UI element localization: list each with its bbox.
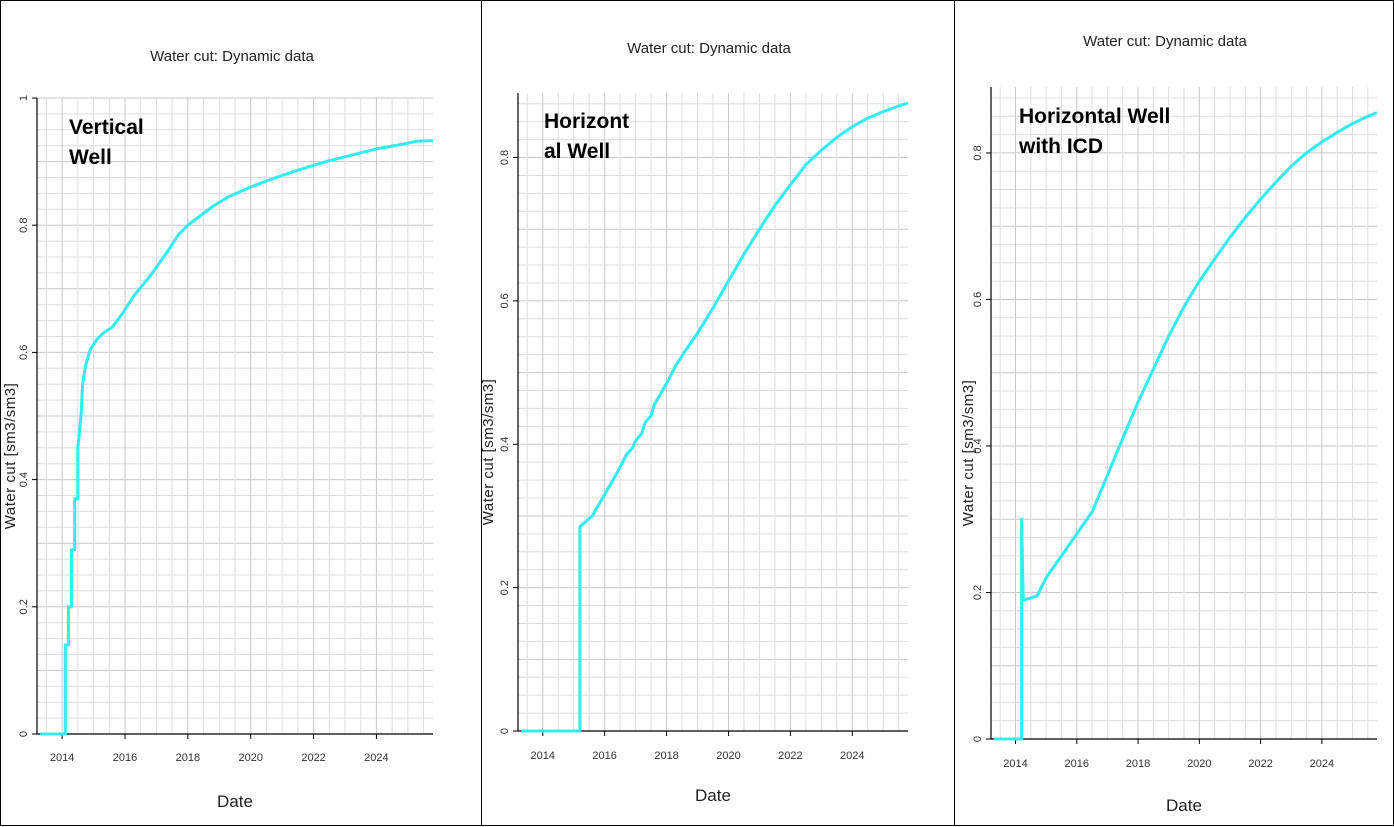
x-tick-label: 2018 — [1126, 758, 1150, 770]
annotation-label: Horizont al Well — [544, 107, 629, 167]
chart-title: Water cut: Dynamic data — [627, 40, 791, 57]
chart-title: Water cut: Dynamic data — [150, 48, 314, 65]
annotation-line-2: al Well — [544, 140, 611, 163]
annotation-line-2: Well — [69, 146, 112, 169]
y-axis-label: Water cut [sm3/sm3] — [960, 380, 977, 526]
chart-svg: Water cut: Dynamic data 2014 2016 2018 2020 2… — [2, 48, 434, 811]
x-tick-label: 2024 — [1310, 758, 1334, 770]
series-line — [521, 101, 909, 733]
annotation-label: Horizontal Well with ICD — [1019, 102, 1170, 162]
y-tick-label: 0.6 — [972, 292, 984, 307]
chart-panel-vertical-well: Water cut: Dynamic data 2014 2016 2018 2020 2… — [0, 0, 482, 826]
x-tick-label: 2018 — [176, 752, 200, 764]
y-tick-label: 0.2 — [499, 580, 511, 595]
series-line — [994, 111, 1378, 741]
y-tick-label: 0 — [972, 736, 984, 742]
y-tick-label: 0.8 — [18, 218, 30, 233]
x-tick-label: 2022 — [301, 752, 325, 764]
x-tick-label: 2022 — [778, 750, 802, 762]
x-tick-label: 2024 — [840, 750, 864, 762]
y-tick-label: 1 — [18, 95, 30, 101]
annotation-line-1: Horizontal Well — [1019, 105, 1171, 128]
series-line — [40, 139, 434, 736]
y-tick-label: 0.4 — [499, 437, 511, 452]
annotation-label: Vertical Well — [69, 113, 144, 173]
x-tick-label: 2016 — [1065, 758, 1089, 770]
x-tick-label: 2014 — [50, 752, 74, 764]
grid — [991, 87, 1377, 740]
chart-svg: Water cut: Dynamic data 2014 2016 2018 2020 2… — [960, 33, 1378, 815]
y-tick-label: 0.2 — [18, 599, 30, 614]
x-tick-label: 2022 — [1248, 758, 1272, 770]
x-tick-label: 2016 — [113, 752, 137, 764]
y-tick-label: 0.8 — [499, 150, 511, 165]
x-axis-label: Date — [1166, 796, 1202, 815]
x-axis-label: Date — [217, 792, 253, 811]
x-tick-label: 2020 — [238, 752, 262, 764]
y-tick-label: 0 — [499, 728, 511, 734]
y-tick-label: 0.4 — [972, 438, 984, 453]
annotation-line-2: with ICD — [1019, 135, 1103, 158]
y-tick-label: 0.4 — [18, 472, 30, 487]
y-tick-label: 0.6 — [18, 345, 30, 360]
y-tick-label: 0.2 — [972, 585, 984, 600]
annotation-line-1: Vertical — [69, 116, 144, 139]
y-axis-label: Water cut [sm3/sm3] — [482, 379, 497, 525]
x-tick-label: 2020 — [716, 750, 740, 762]
x-tick-label: 2020 — [1187, 758, 1211, 770]
x-axis-label: Date — [695, 786, 731, 805]
grid — [37, 97, 433, 735]
chart-title: Water cut: Dynamic data — [1083, 33, 1247, 50]
x-tick-label: 2024 — [364, 752, 388, 764]
chart-panel-horizontal-well-icd: Water cut: Dynamic data 2014 2016 2018 2020 2… — [954, 0, 1394, 826]
chart-svg: Water cut: Dynamic data 2014 2016 2018 2020 2… — [482, 40, 909, 805]
annotation-line-1: Horizont — [544, 110, 630, 133]
y-tick-label: 0.6 — [499, 293, 511, 308]
y-tick-label: 0 — [18, 731, 30, 737]
x-tick-label: 2018 — [654, 750, 678, 762]
y-tick-label: 0.8 — [972, 145, 984, 160]
y-axis-label: Water cut [sm3/sm3] — [2, 383, 19, 529]
x-tick-label: 2014 — [531, 750, 555, 762]
grid — [518, 93, 908, 732]
x-tick-label: 2016 — [592, 750, 616, 762]
x-tick-label: 2014 — [1003, 758, 1027, 770]
chart-panel-horizontal-well: Water cut: Dynamic data 2014 2016 2018 2020 2… — [481, 0, 955, 826]
